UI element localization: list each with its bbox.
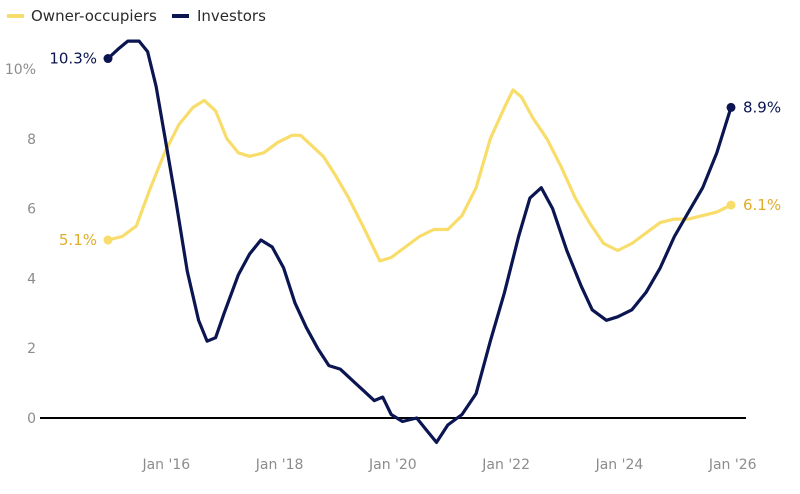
x-axis: Jan '16 Jan '18 Jan '20 Jan '22 Jan '24 Jan '… [141,457,756,473]
x-tick-label: Jan '26 [708,457,757,473]
legend-item-owner-occupiers: Owner-occupiers [7,7,157,25]
start-label-investors: 10.3% [49,50,97,68]
legend-item-investors: Investors [172,7,266,25]
y-tick-label: 6 [27,202,36,218]
y-tick-label: 10% [5,62,36,78]
y-tick-label: 0 [27,411,36,427]
x-tick-label: Jan '16 [141,457,190,473]
legend-label-owner-occupiers: Owner-occupiers [31,7,157,25]
start-point-owner-occupiers [104,236,113,245]
x-tick-label: Jan '20 [368,457,417,473]
x-tick-label: Jan '22 [481,457,530,473]
end-point-investors [727,103,736,112]
start-label-owner-occupiers: 5.1% [59,231,97,249]
x-tick-label: Jan '18 [255,457,304,473]
end-point-owner-occupiers [727,201,736,210]
legend: Owner-occupiers Investors [7,7,266,25]
x-tick-label: Jan '24 [595,457,644,473]
y-tick-label: 2 [27,341,36,357]
legend-label-investors: Investors [197,7,266,25]
y-tick-label: 8 [27,132,36,148]
start-point-investors [104,54,113,63]
y-tick-label: 4 [27,271,36,287]
series-layer [104,41,736,442]
y-axis: 0 2 4 6 8 10% [5,62,36,427]
end-label-investors: 8.9% [743,98,781,116]
end-label-owner-occupiers: 6.1% [743,196,781,214]
series-line-owner-occupiers [108,90,731,261]
